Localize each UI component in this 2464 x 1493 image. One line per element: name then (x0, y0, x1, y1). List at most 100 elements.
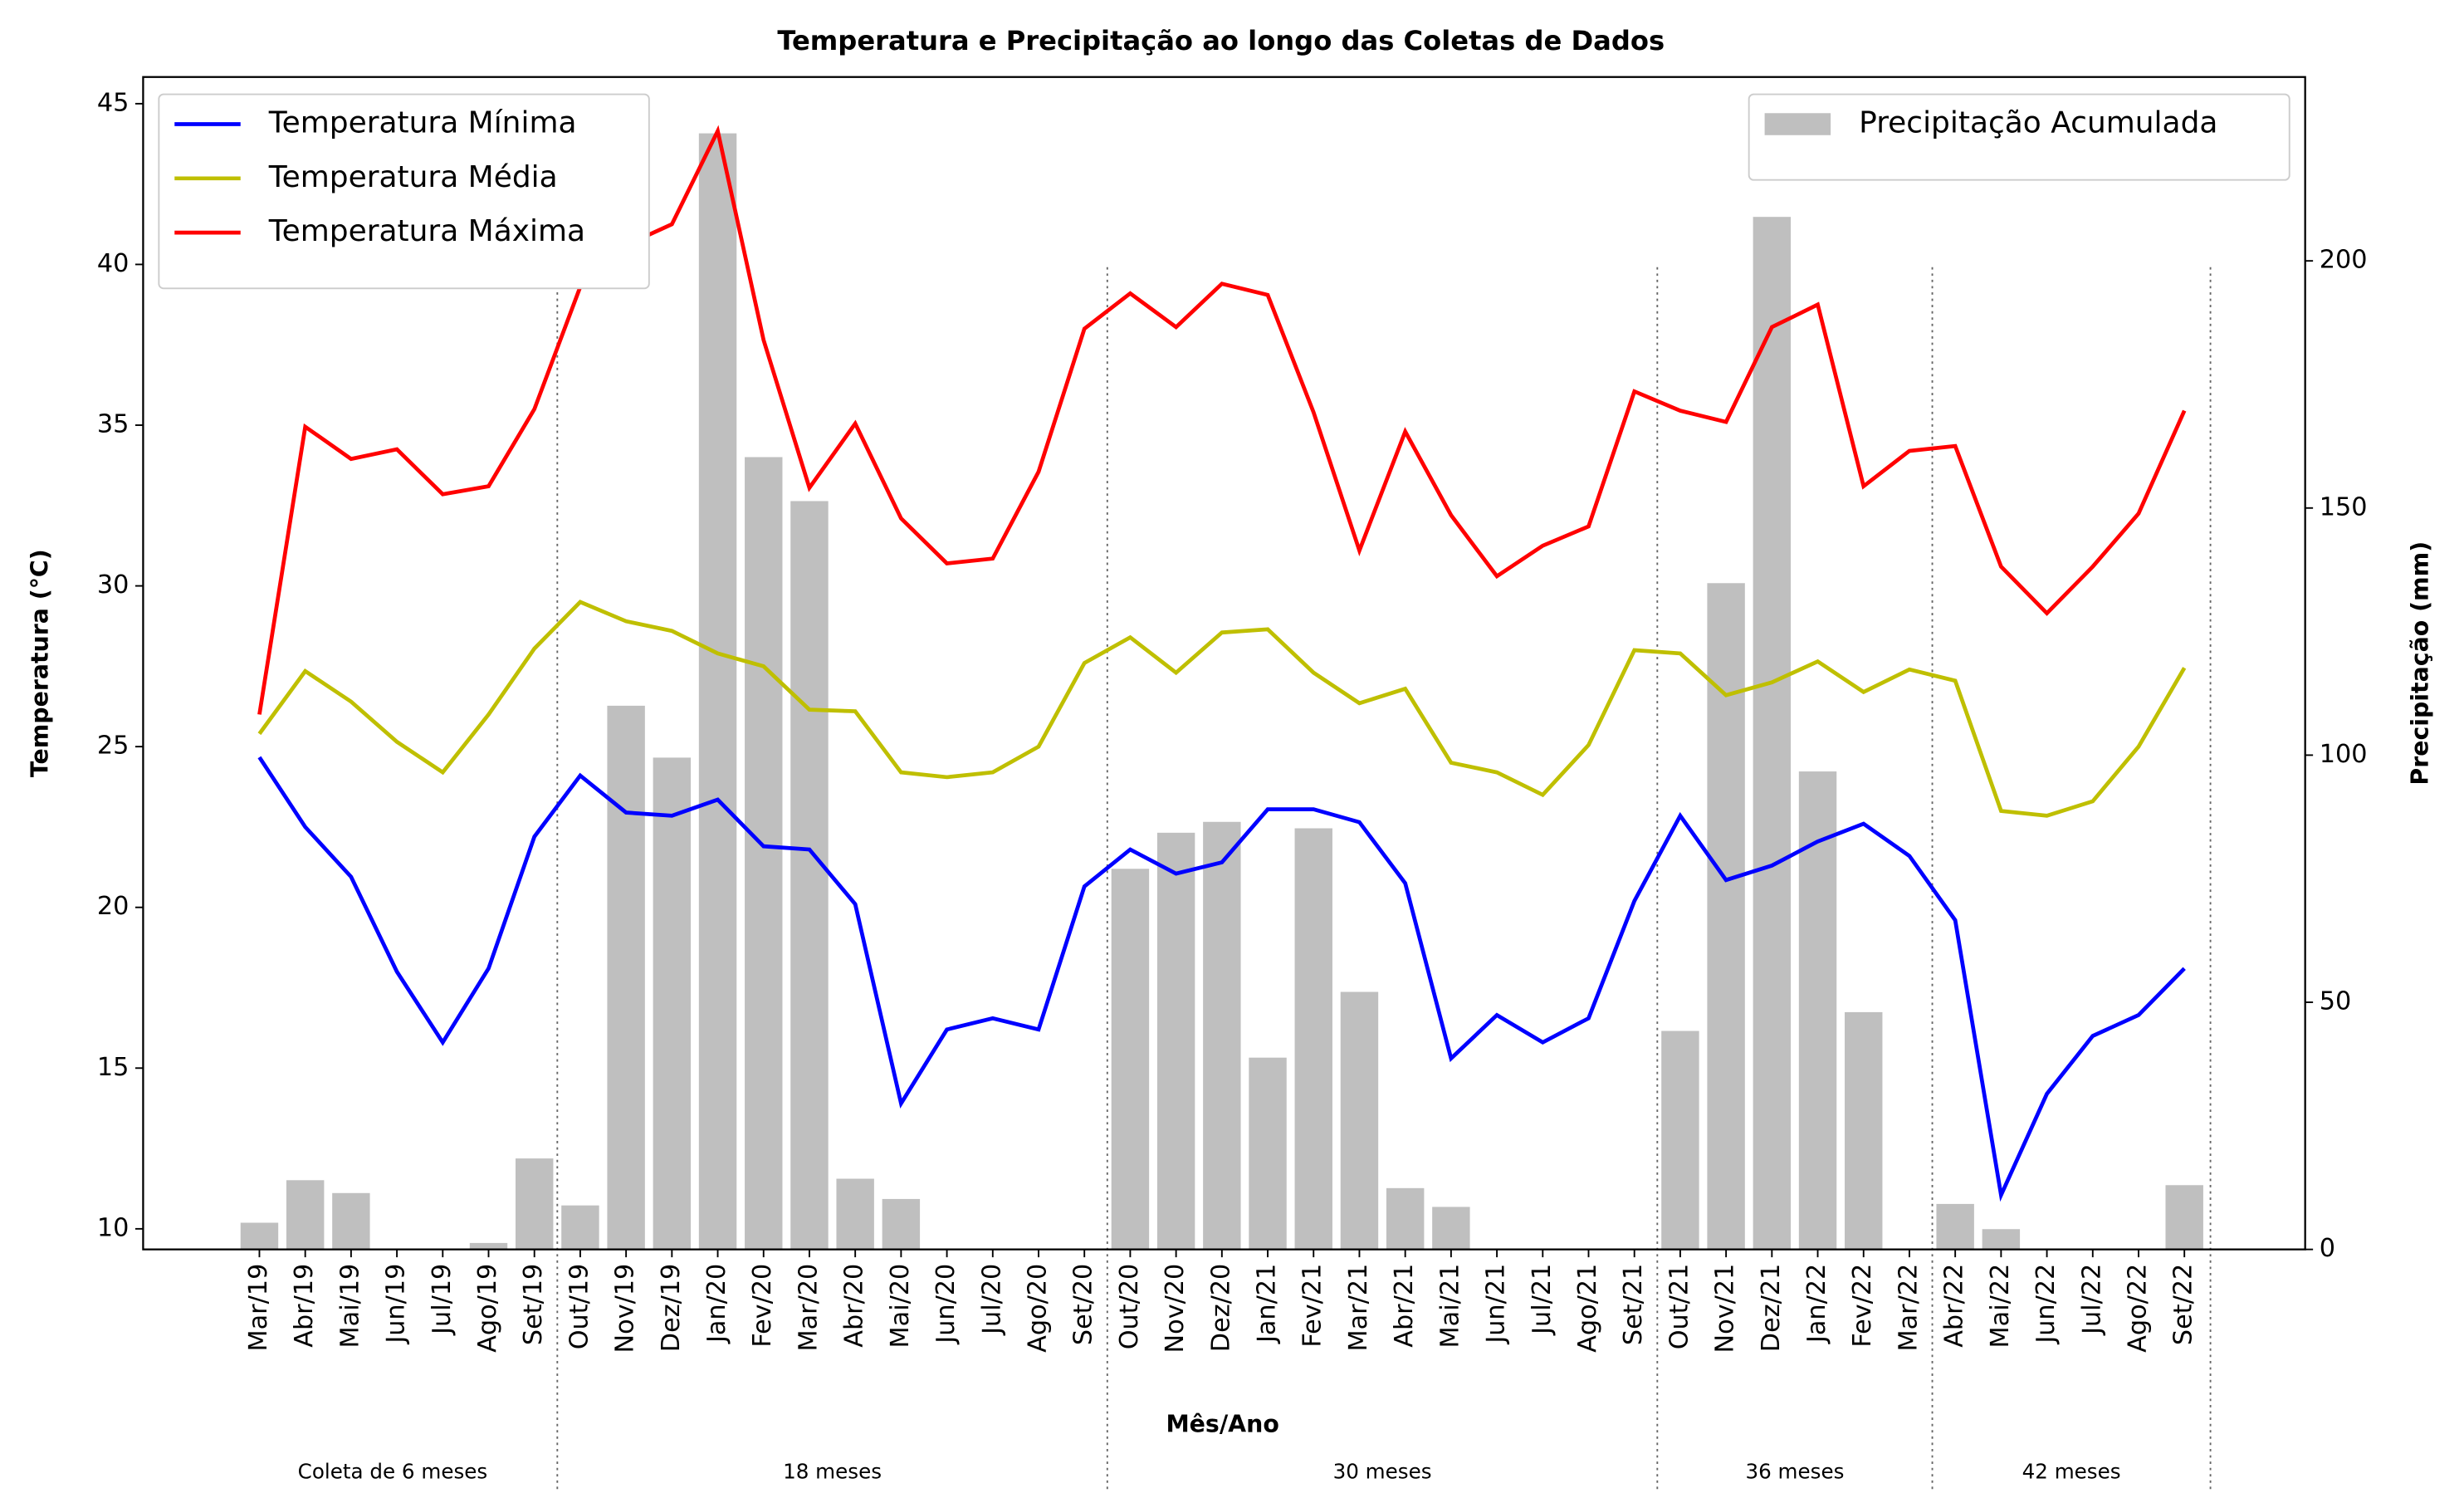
x-tick-label: Fev/22 (1848, 1264, 1877, 1348)
bar (515, 1158, 554, 1250)
y-tick-label: 25 (97, 732, 130, 761)
bar (2165, 1185, 2203, 1250)
legend-box (1748, 93, 2290, 181)
bar (653, 757, 692, 1250)
group-label: 42 meses (2022, 1459, 2121, 1483)
x-tick-label: Abr/22 (1940, 1264, 1969, 1348)
y-tick-label: 15 (97, 1053, 130, 1082)
bar (286, 1180, 325, 1250)
x-tick-label: Ago/21 (1573, 1264, 1602, 1353)
x-tick-label: Dez/21 (1757, 1264, 1786, 1353)
group-label: 36 meses (1745, 1459, 1844, 1483)
legend-label: Temperatura Mínima (268, 106, 577, 140)
x-tick-label: Nov/21 (1711, 1264, 1740, 1353)
x-tick-label: Set/22 (2169, 1264, 2198, 1345)
x-tick-label: Ago/19 (473, 1264, 502, 1353)
bar (1249, 1057, 1287, 1250)
y2-tick-label: 150 (2320, 492, 2368, 521)
x-tick-label: Abr/19 (290, 1264, 319, 1348)
x-tick-label: Fev/21 (1298, 1264, 1327, 1348)
x-tick-label: Out/19 (565, 1264, 594, 1350)
y-axis-label: Temperatura (°C) (26, 549, 53, 777)
y-tick-label: 40 (97, 249, 130, 278)
x-tick-label: Nov/19 (611, 1264, 640, 1353)
line-series (257, 600, 2187, 818)
x-axis-label: Mês/Ano (1166, 1411, 1278, 1438)
group-label: Coleta de 6 meses (298, 1459, 488, 1483)
bar (882, 1198, 921, 1250)
bar (745, 457, 783, 1250)
group-label: 30 meses (1333, 1459, 1432, 1483)
bar (1203, 821, 1241, 1250)
y2-tick-label: 50 (2320, 987, 2352, 1016)
bar (1156, 832, 1195, 1250)
bar (698, 133, 737, 1250)
y2-tick-label: 100 (2320, 740, 2368, 769)
x-tick-label: Out/21 (1665, 1264, 1694, 1350)
x-tick-label: Ago/20 (1023, 1264, 1052, 1353)
bar (1340, 991, 1379, 1250)
x-tick-label: Jun/20 (931, 1264, 961, 1345)
x-tick-label: Jun/22 (2031, 1264, 2061, 1345)
bar (1386, 1187, 1425, 1250)
x-tick-label: Mai/20 (886, 1264, 915, 1349)
bar (1753, 217, 1792, 1250)
y2-tick-label: 0 (2320, 1234, 2335, 1263)
y-tick-label: 30 (97, 570, 130, 600)
bar (240, 1222, 279, 1250)
x-tick-label: Mai/22 (1986, 1264, 2015, 1349)
x-tick-label: Mar/20 (794, 1264, 823, 1352)
x-tick-label: Jul/22 (2077, 1264, 2106, 1336)
y-tick-label: 20 (97, 892, 130, 921)
y-tick-label: 45 (97, 88, 130, 117)
x-tick-label: Mai/19 (335, 1264, 364, 1349)
y-tick-label: 35 (97, 410, 130, 439)
plot-frame (142, 76, 2306, 1251)
x-tick-label: Jul/20 (977, 1264, 1006, 1336)
x-tick-label: Set/20 (1069, 1264, 1098, 1345)
group-label: 18 meses (783, 1459, 882, 1483)
chart-title: Temperatura e Precipitação ao longo das … (777, 25, 1665, 56)
line-series (257, 756, 2186, 1202)
bar (1111, 869, 1150, 1250)
bar (1845, 1011, 1883, 1250)
bar (836, 1178, 874, 1250)
legend-label: Temperatura Média (268, 160, 558, 194)
x-tick-label: Abr/20 (840, 1264, 869, 1348)
x-tick-label: Mar/22 (1894, 1264, 1923, 1352)
x-tick-label: Abr/21 (1390, 1264, 1419, 1348)
x-tick-label: Jun/19 (382, 1264, 411, 1345)
bar (469, 1242, 508, 1250)
bar (1661, 1030, 1699, 1250)
legend-label: Precipitação Acumulada (1859, 106, 2217, 140)
x-tick-label: Ago/22 (2123, 1264, 2152, 1353)
x-tick-label: Jan/22 (1802, 1264, 1831, 1344)
bar (1294, 828, 1332, 1250)
bar (1936, 1203, 1974, 1250)
y2-tick-label: 200 (2320, 246, 2368, 275)
x-tick-label: Jan/21 (1253, 1264, 1282, 1344)
bar (1432, 1207, 1470, 1250)
x-tick-label: Jul/21 (1528, 1264, 1557, 1336)
y-tick-label: 10 (97, 1213, 130, 1242)
bar (607, 705, 645, 1250)
x-tick-label: Nov/20 (1161, 1264, 1190, 1353)
x-tick-label: Set/21 (1619, 1264, 1648, 1345)
legend-label: Temperatura Máxima (268, 214, 585, 248)
legend-swatch (1764, 113, 1831, 135)
x-tick-label: Dez/20 (1206, 1264, 1235, 1353)
x-tick-label: Fev/20 (748, 1264, 777, 1348)
bar (1982, 1229, 2021, 1250)
x-tick-label: Mar/21 (1344, 1264, 1373, 1352)
x-tick-label: Dez/19 (657, 1264, 686, 1353)
bar (1798, 771, 1837, 1250)
x-tick-label: Jul/19 (428, 1264, 457, 1336)
legend-box (158, 93, 650, 290)
x-tick-label: Mai/21 (1435, 1264, 1464, 1349)
bar (561, 1205, 599, 1250)
bar (332, 1192, 370, 1250)
x-tick-label: Jun/21 (1482, 1264, 1511, 1345)
x-tick-label: Set/19 (519, 1264, 548, 1345)
x-tick-label: Out/20 (1115, 1264, 1144, 1350)
